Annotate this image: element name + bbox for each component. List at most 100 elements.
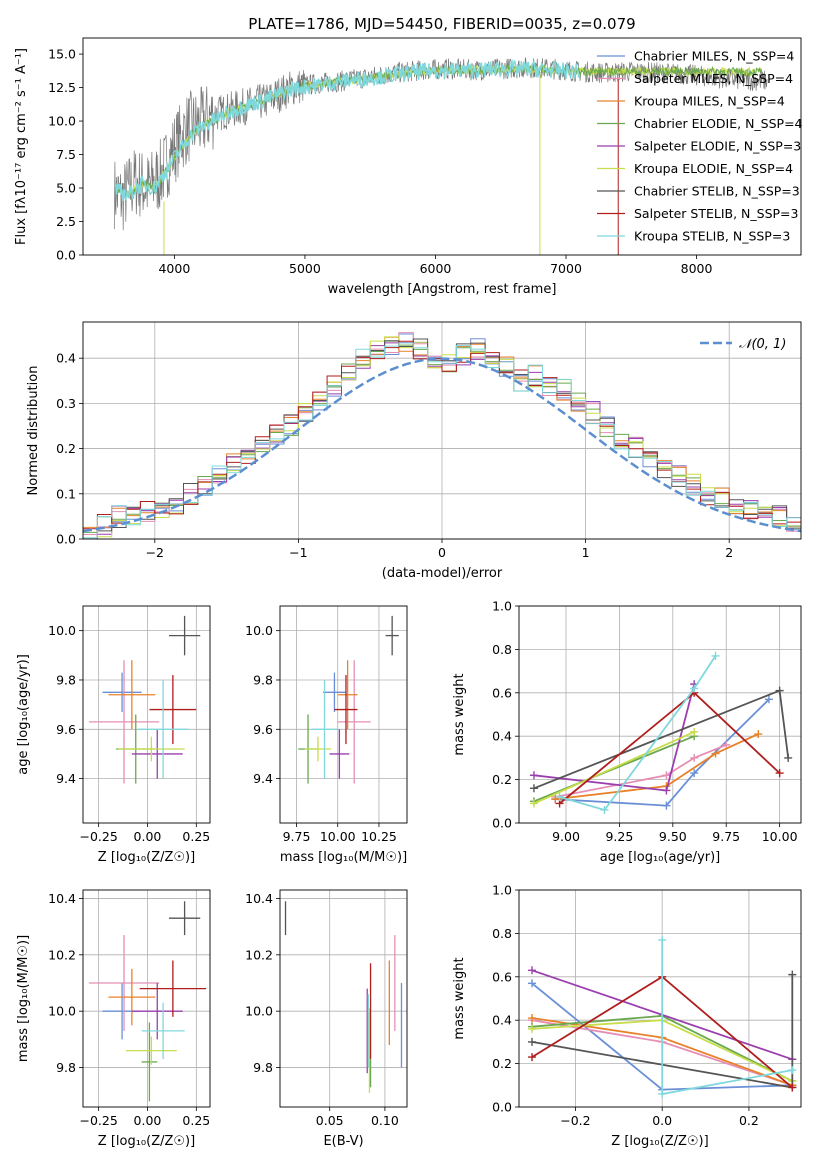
weight-marker-chabrier_miles	[764, 695, 773, 704]
axes-mass_vs_Z	[79, 890, 210, 1111]
y-tick-label: 0.4	[492, 1013, 512, 1028]
y-tick-label: 12.5	[48, 80, 76, 95]
legend-entry: Salpeter MILES, N_SSP=4	[634, 71, 793, 86]
y-tick-label: 0.2	[492, 772, 512, 787]
x-axis-label: Z [log₁₀(Z/Z☉)]	[98, 850, 195, 865]
weight-line-kroupa_stelib	[559, 655, 717, 812]
x-tick-label: −2	[146, 545, 164, 560]
x-axis-label: Z [log₁₀(Z/Z☉)]	[98, 1134, 195, 1149]
chart-title: PLATE=1786, MJD=54450, FIBERID=0035, z=0…	[248, 15, 635, 33]
y-tick-label: 10.0	[245, 1004, 273, 1019]
legend-entry: Kroupa STELIB, N_SSP=3	[634, 229, 790, 244]
axes-frame	[279, 889, 408, 1108]
errorbar-group-mass_vs_ebv	[284, 901, 403, 1093]
y-axis-label: Normed distribution	[26, 366, 41, 496]
y-tick-label: 10.0	[48, 623, 76, 638]
weight-marker-kroupa_stelib	[555, 792, 564, 801]
legend-entry: Chabrier STELIB, N_SSP=3	[634, 184, 800, 199]
x-axis-label: Z [log₁₀(Z/Z☉)]	[611, 1134, 708, 1149]
y-tick-label: 0.1	[56, 486, 76, 501]
y-tick-label: 10.0	[48, 1004, 76, 1019]
x-tick-label: 0.2	[739, 1113, 759, 1128]
axes-frame	[82, 321, 802, 540]
x-tick-label: 9.50	[659, 829, 687, 844]
y-tick-label: 10.4	[48, 891, 76, 906]
y-tick-label: 0.6	[492, 685, 512, 700]
y-axis-label: mass [log₁₀(M/M☉)]	[16, 935, 31, 1062]
axes-age_vs_mass	[276, 606, 407, 827]
x-tick-label: −0.2	[560, 1113, 590, 1128]
weight-line-salpeter_miles	[555, 744, 727, 798]
spectrum-plot-area	[113, 57, 768, 255]
y-tick-label: 9.6	[56, 722, 76, 737]
x-tick-label: 10.25	[361, 829, 397, 844]
weight-marker-kroupa_miles	[711, 749, 720, 758]
x-tick-label: −0.25	[79, 1113, 117, 1128]
y-axis-label: Flux [fλ10⁻¹⁷ erg cm⁻² s⁻¹ A⁻¹]	[14, 48, 29, 245]
x-tick-label: 0.0	[652, 1113, 672, 1128]
axes-mass_vs_ebv	[276, 890, 407, 1111]
x-axis-label: wavelength [Angstrom, rest frame]	[328, 282, 557, 297]
weight-marker-salpeter_elodie	[529, 771, 538, 780]
weight-marker-kroupa_stelib	[788, 1066, 797, 1075]
legend-entry: Chabrier MILES, N_SSP=4	[634, 49, 794, 64]
y-tick-label: 2.5	[56, 214, 76, 229]
y-tick-label: 10.0	[48, 114, 76, 129]
model-line-kroupa_stelib	[114, 58, 580, 201]
y-tick-label: 0.6	[492, 969, 512, 984]
x-axis-label: (data-model)/error	[382, 566, 503, 581]
x-tick-label: 9.75	[712, 829, 740, 844]
y-tick-label: 9.8	[253, 672, 273, 687]
axes-frame	[82, 605, 211, 824]
x-tick-label: 1	[582, 545, 590, 560]
x-tick-label: 0.00	[134, 1113, 162, 1128]
histogram-step-kroupa_stelib	[83, 342, 801, 539]
y-tick-label: 9.8	[56, 672, 76, 687]
x-tick-label: 8000	[681, 261, 713, 276]
weight-marker-chabrier_stelib	[784, 753, 793, 762]
x-tick-label: 0	[438, 545, 446, 560]
weight-line-chabrier_elodie	[533, 735, 695, 803]
weight-marker-kroupa_elodie	[690, 727, 699, 736]
weight-marker-kroupa_stelib	[658, 1089, 667, 1098]
errorbar-group-age_vs_Z	[88, 615, 201, 784]
errorbar-group-mass_vs_Z	[88, 901, 207, 1102]
y-tick-label: 9.4	[56, 771, 76, 786]
weight-marker-salpeter_stelib	[788, 1083, 797, 1092]
weight-marker-chabrier_miles	[528, 979, 537, 988]
x-tick-label: 2	[725, 545, 733, 560]
y-tick-label: 0.0	[492, 816, 512, 831]
y-tick-label: 0.4	[56, 351, 76, 366]
y-tick-label: 0.0	[56, 248, 76, 263]
weight-marker-chabrier_miles	[662, 801, 671, 810]
x-tick-label: 0.05	[316, 1113, 344, 1128]
weight-marker-kroupa_stelib	[690, 684, 699, 693]
y-axis-label: mass weight	[452, 673, 467, 755]
y-tick-label: 10.4	[245, 891, 273, 906]
axes-massweight_vs_Z	[515, 889, 801, 1111]
weight-marker-salpeter_miles	[722, 740, 731, 749]
weight-line-kroupa_elodie	[533, 731, 695, 805]
weight-marker-salpeter_miles	[690, 753, 699, 762]
axes-frame	[82, 889, 211, 1108]
weight-line-salpeter_elodie	[533, 683, 696, 792]
axes-frame	[518, 605, 802, 824]
weight-marker-kroupa_miles	[528, 1014, 537, 1023]
y-tick-label: 9.6	[253, 722, 273, 737]
x-axis-label: age [log₁₀(age/yr)]	[600, 850, 721, 865]
y-tick-label: 0.3	[56, 396, 76, 411]
weight-marker-kroupa_elodie	[528, 1024, 537, 1033]
x-tick-label: 7000	[550, 261, 582, 276]
weight-marker-chabrier_miles	[690, 769, 699, 778]
y-tick-label: 1.0	[492, 883, 512, 898]
x-tick-label: 0.00	[134, 829, 162, 844]
weight-marker-kroupa_stelib	[711, 651, 720, 660]
axes-age_vs_Z	[79, 606, 210, 827]
legend-entry: Kroupa MILES, N_SSP=4	[634, 94, 785, 109]
y-tick-label: 0.0	[492, 1100, 512, 1115]
y-tick-label: 1.0	[492, 599, 512, 614]
x-tick-label: 9.75	[283, 829, 311, 844]
y-tick-label: 9.8	[56, 1060, 76, 1075]
weight-marker-salpeter_elodie	[528, 966, 537, 975]
